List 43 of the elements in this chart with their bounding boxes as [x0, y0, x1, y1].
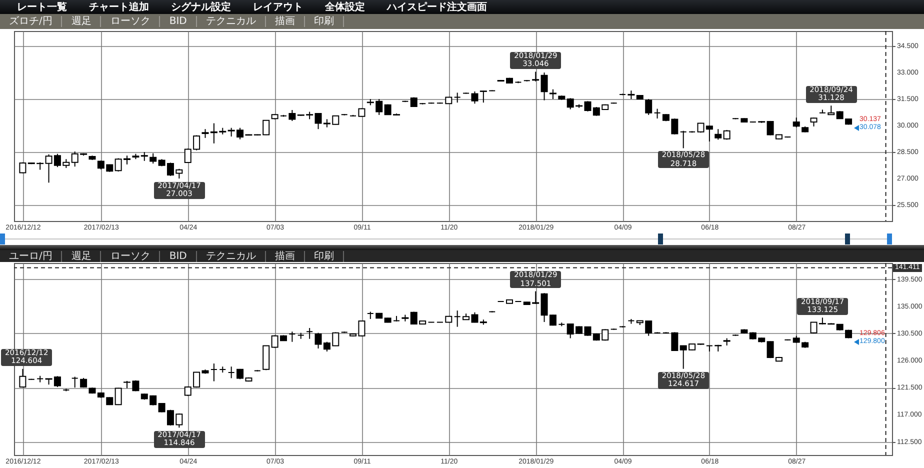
- candlestick: [792, 117, 800, 128]
- text: レート一覧: [16, 2, 68, 12]
- candlestick: [150, 152, 157, 164]
- text: レイアウト: [252, 2, 304, 12]
- text: BID: [160, 16, 197, 27]
- text: ユーロ/円: [0, 250, 62, 262]
- candlestick: [471, 90, 478, 104]
- candlestick: [288, 110, 296, 122]
- text: 描画: [266, 250, 305, 262]
- candlestick: [114, 387, 122, 406]
- text: 印刷: [304, 250, 344, 262]
- text: テクニカル: [196, 16, 266, 27]
- candlestick: [540, 72, 548, 101]
- candlestick: [19, 368, 26, 388]
- text: ハイスピード注文画面: [386, 2, 488, 12]
- candlestick: [71, 376, 78, 388]
- text: 週足: [62, 16, 102, 27]
- candlestick: [654, 108, 661, 119]
- candlestick: [828, 105, 835, 116]
- text: 描画: [266, 16, 305, 27]
- candlestick: [714, 128, 722, 140]
- text: 全体設定: [324, 2, 366, 12]
- text: チャート追加: [88, 2, 150, 12]
- candlestick: [288, 331, 296, 342]
- candlestick: [306, 328, 314, 340]
- candlestick: [645, 98, 652, 116]
- candlestick: [454, 92, 461, 104]
- candlestick: [480, 90, 487, 104]
- candlestick: [532, 71, 540, 82]
- text: ズロチ/円: [0, 16, 62, 27]
- text: シグナル設定: [170, 2, 232, 12]
- text: BID: [160, 250, 197, 262]
- candlestick: [549, 88, 556, 100]
- candlestick: [671, 332, 678, 352]
- candlestick: [454, 310, 461, 328]
- text: ローソク: [101, 16, 160, 27]
- text: 印刷: [304, 16, 344, 27]
- candlestick: [680, 130, 687, 149]
- candlestick: [228, 366, 235, 379]
- candlestick: [210, 363, 218, 382]
- text: 週足: [62, 250, 102, 262]
- text: テクニカル: [196, 250, 266, 262]
- text: ローソク: [101, 250, 160, 262]
